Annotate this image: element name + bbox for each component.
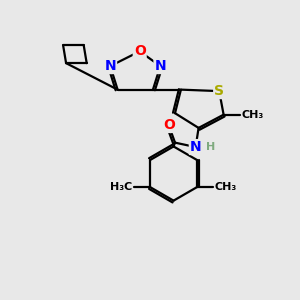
Text: N: N [154,59,166,73]
Text: N: N [104,59,116,73]
Text: H₃C: H₃C [110,182,132,192]
Text: CH₃: CH₃ [241,110,263,120]
Text: N: N [190,140,202,154]
Text: CH₃: CH₃ [215,182,237,192]
Text: O: O [134,44,146,58]
Text: O: O [163,118,175,132]
Text: S: S [214,84,224,98]
Text: H: H [206,142,215,152]
